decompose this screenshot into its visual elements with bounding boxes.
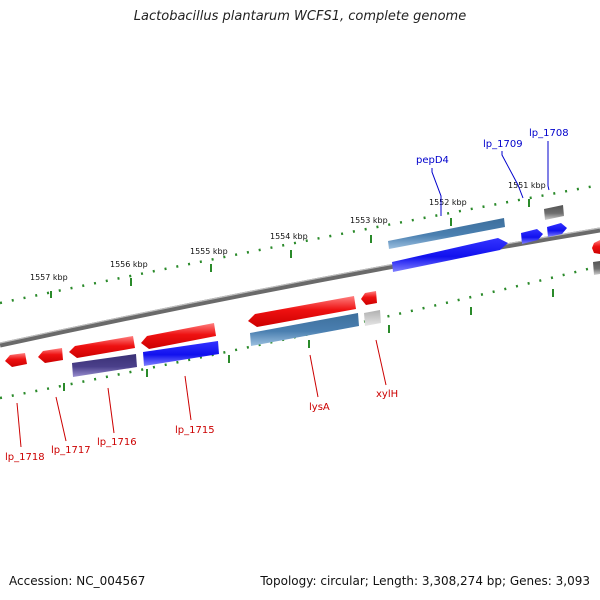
gene-pepD4-arrow[interactable] xyxy=(392,238,508,272)
gene-label-lp_1717: lp_1717 xyxy=(51,445,91,456)
topology-text: Topology: circular; Length: 3,308,274 bp… xyxy=(260,574,590,588)
kbp-label: 1556 kbp xyxy=(110,260,148,269)
gene-lysA-block[interactable] xyxy=(250,313,359,346)
forward-leaders xyxy=(431,141,550,216)
kbp-label: 1555 kbp xyxy=(190,247,228,256)
gene-label-xylH: xylH xyxy=(376,389,398,400)
gene-pepD4[interactable] xyxy=(388,218,505,249)
leader-xylH xyxy=(375,339,387,386)
gene-label-lp_1715: lp_1715 xyxy=(175,425,215,436)
gene-xylH-block[interactable] xyxy=(364,310,381,326)
leader-lp_1718 xyxy=(16,402,22,448)
kbp-label: 1554 kbp xyxy=(270,232,308,241)
gene-lp_1715[interactable] xyxy=(141,323,216,349)
leader-lp_1708 xyxy=(547,141,550,191)
gene-lp_1716-block[interactable] xyxy=(72,354,137,377)
gene-label-pepD4: pepD4 xyxy=(416,155,449,166)
gene-lp_1715-block[interactable] xyxy=(143,341,219,366)
reverse-leaders xyxy=(16,339,387,448)
genome-backbone xyxy=(0,227,600,348)
kbp-label: 1553 kbp xyxy=(350,216,388,225)
forward-features xyxy=(388,205,600,275)
gene-lp_1709[interactable] xyxy=(521,229,543,244)
gene-lp_1716[interactable] xyxy=(69,336,135,358)
leader-lp_1717 xyxy=(55,396,67,442)
gene-lp_1708-block[interactable] xyxy=(544,205,564,220)
leader-lp_1715 xyxy=(184,375,192,421)
leader-pepD4 xyxy=(431,168,442,216)
map-title: Lactobacillus plantarum WCFS1, complete … xyxy=(133,9,467,24)
gene-label-lysA: lysA xyxy=(309,402,330,413)
gene-edge-gray[interactable] xyxy=(593,261,600,275)
reverse-features xyxy=(5,291,381,377)
kbp-label: 1552 kbp xyxy=(429,198,467,207)
gene-lp_1717[interactable] xyxy=(38,348,63,363)
leader-lysA xyxy=(309,354,319,398)
leader-lp_1709 xyxy=(501,151,524,199)
accession-text: Accession: NC_004567 xyxy=(9,574,146,588)
gene-lp_1718[interactable] xyxy=(5,353,27,367)
forward-tick-track xyxy=(0,183,600,305)
backbone-highlight xyxy=(0,227,600,344)
kbp-label: 1551 kbp xyxy=(508,181,546,190)
gene-xylH[interactable] xyxy=(361,291,377,305)
reverse-major-ticks xyxy=(63,289,554,391)
leader-lp_1716 xyxy=(107,387,115,434)
gene-label-lp_1709: lp_1709 xyxy=(483,139,523,150)
gene-edge-red[interactable] xyxy=(592,240,600,254)
gene-label-lp_1708: lp_1708 xyxy=(529,128,569,139)
gene-label-lp_1716: lp_1716 xyxy=(97,437,137,448)
gene-lysA[interactable] xyxy=(248,296,356,327)
kbp-label: 1557 kbp xyxy=(30,273,68,282)
reverse-tick-track xyxy=(0,264,600,400)
forward-major-ticks xyxy=(50,199,530,298)
gene-label-lp_1718: lp_1718 xyxy=(5,452,45,463)
gene-lp_1708[interactable] xyxy=(547,223,567,237)
